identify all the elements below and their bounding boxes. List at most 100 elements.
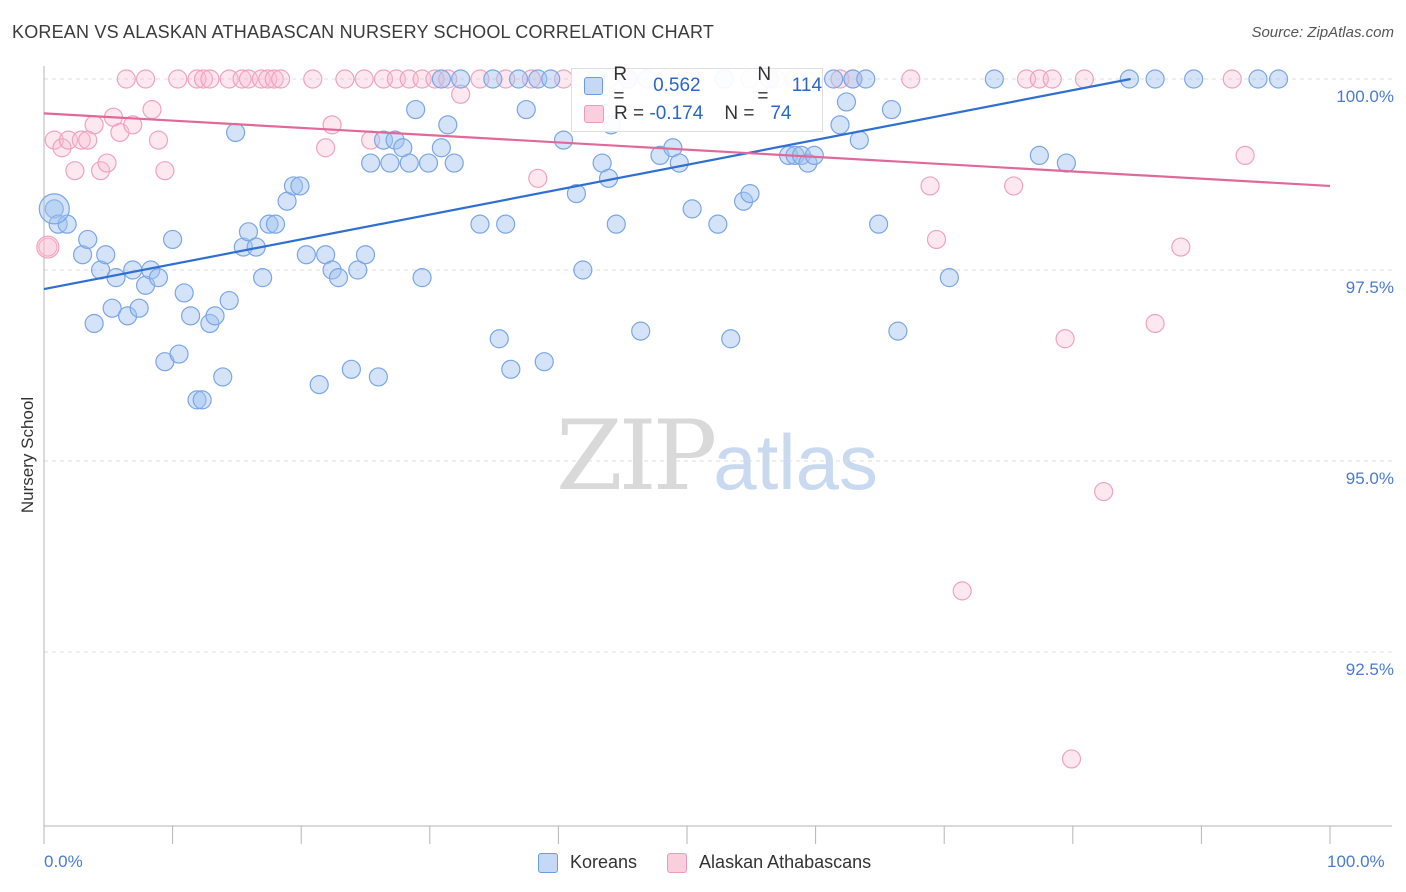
y-tick-label-100: 100.0% bbox=[1336, 87, 1394, 106]
korean-point bbox=[57, 214, 77, 234]
korean-point bbox=[553, 130, 574, 150]
athabascan-point bbox=[901, 69, 921, 89]
korean-point bbox=[328, 268, 349, 288]
r-label: R = bbox=[614, 103, 645, 124]
korean-point bbox=[888, 321, 908, 341]
athabascan-point bbox=[44, 130, 64, 150]
korean-point bbox=[606, 214, 626, 234]
korean-point bbox=[682, 199, 702, 219]
korean-point bbox=[438, 115, 458, 135]
korean-point bbox=[205, 306, 225, 326]
korean-point bbox=[355, 245, 376, 265]
athabascan-trend-line bbox=[43, 112, 1331, 188]
watermark: ZIPatlas bbox=[556, 400, 878, 512]
athabascan-point bbox=[926, 229, 947, 250]
korean-point bbox=[470, 214, 490, 234]
korean-point bbox=[849, 130, 869, 150]
athabascans-n-value: 74 bbox=[770, 103, 792, 124]
korean-point bbox=[824, 69, 844, 89]
athabascan-point bbox=[316, 138, 336, 158]
series-legend: Koreans Alaskan Athabascans bbox=[538, 852, 901, 873]
korean-point bbox=[496, 214, 516, 234]
athabascan-point bbox=[1222, 69, 1242, 89]
korean-point bbox=[309, 375, 329, 395]
korean-point bbox=[219, 290, 239, 311]
legend-label-koreans: Koreans bbox=[570, 852, 638, 872]
korean-point bbox=[96, 245, 116, 265]
korean-point bbox=[1029, 145, 1049, 165]
korean-point bbox=[939, 268, 959, 288]
korean-point bbox=[238, 222, 259, 242]
korean-point bbox=[444, 153, 464, 173]
korean-point bbox=[406, 99, 426, 120]
korean-point bbox=[78, 229, 98, 250]
koreans-swatch bbox=[584, 77, 604, 95]
koreans-n-value: 114 bbox=[791, 75, 823, 96]
korean-point bbox=[1268, 69, 1289, 89]
korean-point bbox=[733, 191, 754, 211]
athabascan-point bbox=[335, 69, 355, 89]
korean-point bbox=[431, 138, 451, 158]
korean-point bbox=[187, 390, 207, 410]
athabascan-point bbox=[1094, 481, 1114, 502]
athabascan-point bbox=[920, 176, 940, 196]
athabascan-point bbox=[97, 153, 117, 173]
athabascan-point bbox=[38, 237, 58, 257]
korean-point bbox=[174, 283, 194, 303]
n-label: N = bbox=[757, 64, 772, 107]
y-tick-label-97-5: 97.5% bbox=[1345, 278, 1394, 297]
athabascan-point bbox=[65, 161, 85, 181]
korean-point bbox=[290, 176, 310, 196]
athabascan-point bbox=[1004, 176, 1024, 196]
athabascan-point bbox=[90, 161, 111, 181]
watermark-atlas: atlas bbox=[713, 418, 878, 506]
athabascan-point bbox=[528, 168, 548, 188]
korean-point bbox=[534, 352, 554, 372]
korean-point bbox=[265, 214, 286, 234]
n-label: N = bbox=[724, 103, 755, 124]
korean-point bbox=[881, 99, 902, 120]
athabascan-point bbox=[84, 115, 104, 135]
korean-point bbox=[740, 184, 760, 204]
athabascan-point bbox=[142, 99, 162, 120]
korean-point bbox=[380, 153, 400, 173]
athabascan-point bbox=[135, 69, 156, 89]
korean-point bbox=[163, 229, 183, 250]
korean-point bbox=[322, 260, 342, 280]
korean-point bbox=[501, 359, 521, 379]
athabascan-point bbox=[71, 130, 91, 150]
korean-point bbox=[418, 153, 439, 173]
korean-point bbox=[213, 367, 233, 387]
korean-point bbox=[368, 367, 388, 387]
athabascan-point bbox=[116, 69, 136, 89]
korean-point bbox=[431, 69, 451, 89]
athabascan-point-large bbox=[36, 235, 60, 259]
athabascan-point bbox=[168, 69, 188, 89]
korean-point bbox=[489, 329, 509, 349]
korean-point bbox=[669, 153, 689, 173]
korean-point bbox=[566, 184, 587, 204]
korean-point-large bbox=[38, 193, 70, 225]
korean-point bbox=[516, 99, 536, 120]
athabascan-point bbox=[354, 69, 374, 89]
korean-point bbox=[72, 245, 93, 265]
athabascan-point bbox=[200, 69, 220, 89]
source-credit: Source: ZipAtlas.com bbox=[1251, 24, 1394, 41]
korean-point bbox=[373, 130, 394, 150]
r-label: R = bbox=[613, 64, 628, 107]
athabascan-point bbox=[451, 84, 471, 104]
korean-point bbox=[412, 268, 432, 288]
korean-point bbox=[721, 329, 741, 349]
athabascans-legend-swatch bbox=[667, 852, 688, 873]
korean-point bbox=[830, 115, 850, 135]
athabascan-point bbox=[952, 581, 972, 601]
korean-point bbox=[1145, 69, 1165, 89]
athabascan-point bbox=[1171, 237, 1191, 257]
athabascan-point bbox=[271, 69, 291, 89]
korean-point bbox=[192, 390, 212, 410]
koreans-r-value: 0.562 bbox=[653, 75, 701, 96]
legend-row-koreans: R = 0.562 N = 114 bbox=[584, 64, 823, 107]
legend-item-koreans: Koreans bbox=[538, 852, 637, 873]
athabascans-swatch bbox=[584, 105, 604, 123]
